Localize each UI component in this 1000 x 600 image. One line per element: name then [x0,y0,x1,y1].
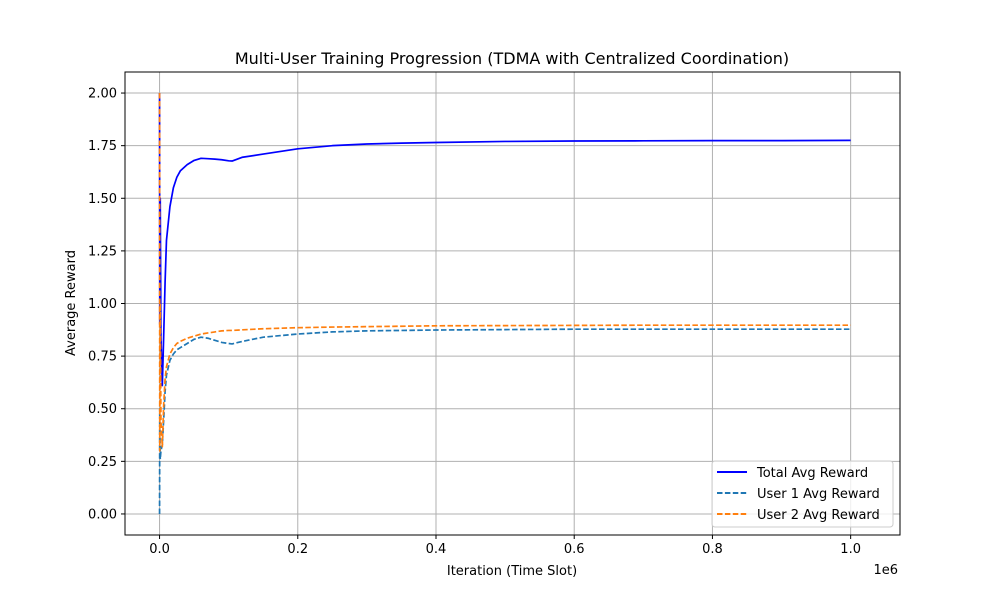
grid-lines [125,72,900,535]
legend-box [711,460,894,528]
y-axis-label: Average Reward [64,250,79,356]
y-tick-label: 1.50 [88,192,117,207]
y-tick-label: 1.75 [88,139,117,154]
x-tick-label: 0.8 [702,542,723,557]
series-lines [158,93,851,514]
y-tick-label: 0.50 [88,402,117,417]
legend-label-user1: User 1 Avg Reward [757,487,880,502]
legend-label-total: Total Avg Reward [756,466,868,481]
axis-ticks: 0.0 0.2 0.4 0.6 0.8 1.0 0.00 0.25 0.50 0.75 1.00 1.… [88,87,861,557]
x-tick-label: 0.6 [564,542,585,557]
chart-title: Multi-User Training Progression (TDMA wi… [235,49,789,68]
x-tick-label: 0.0 [149,542,170,557]
y-tick-label: 0.75 [88,350,117,365]
y-tick-label: 1.00 [88,297,117,312]
x-axis-label: Iteration (Time Slot) [447,564,577,579]
x-tick-label: 1.0 [840,542,861,557]
x-tick-label: 0.2 [287,542,308,557]
y-tick-label: 0.25 [88,455,117,470]
legend: Total Avg Reward User 1 Avg Reward User … [711,460,894,528]
y-tick-label: 1.25 [88,244,117,259]
series-line-user1-avg-reward [158,328,851,514]
y-tick-label: 0.00 [88,507,117,522]
y-tick-label: 2.00 [88,87,117,102]
legend-label-user2: User 2 Avg Reward [757,508,880,523]
x-tick-label: 0.4 [426,542,447,557]
x-axis-offset-label: 1e6 [873,563,898,578]
series-line-user2-avg-reward [158,93,851,452]
series-line-total-avg-reward [158,93,851,387]
